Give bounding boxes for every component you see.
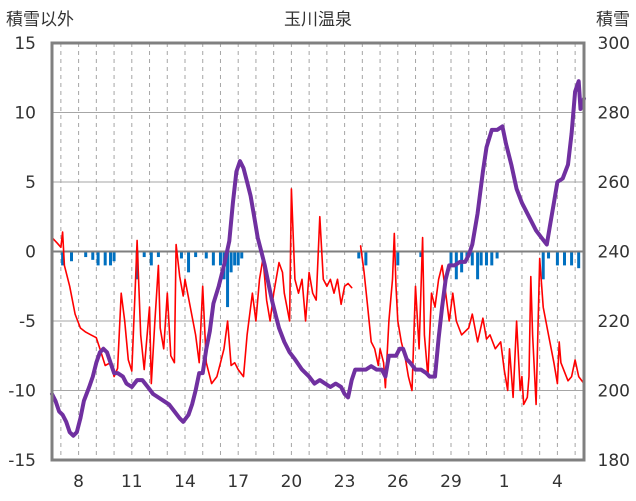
precipitation-bar: [211, 251, 215, 266]
x-tick-label: 29: [440, 472, 462, 492]
x-tick-label: 8: [73, 472, 84, 492]
series-lines: [50, 79, 586, 438]
precipitation-bar: [142, 251, 146, 258]
precipitation-bar: [70, 251, 74, 262]
precipitation-bar: [484, 251, 488, 266]
y-tick-label-right: 300: [598, 34, 630, 54]
precipitation-bar: [226, 251, 230, 308]
y-tick-label-left: 10: [14, 104, 36, 124]
x-tick-label: 1: [499, 472, 510, 492]
x-tick-label: 17: [227, 472, 249, 492]
precipitation-bar: [61, 251, 65, 266]
precipitation-bar: [495, 251, 499, 259]
x-tick-label: 26: [387, 472, 409, 492]
precipitation-bar: [547, 251, 551, 259]
x-tick-label: 23: [334, 472, 356, 492]
y-tick-label-left: 0: [25, 243, 36, 263]
precipitation-bar: [479, 251, 483, 266]
precipitation-bar: [112, 251, 116, 262]
y-tick-label-right: 240: [598, 243, 630, 263]
y-tick-label-right: 220: [598, 312, 630, 332]
precipitation-bar: [562, 251, 566, 266]
precipitation-bar: [541, 251, 545, 280]
y-tick-label-left: -10: [8, 382, 36, 402]
y-tick-label-right: 200: [598, 382, 630, 402]
precipitation-bar: [449, 251, 453, 266]
precipitation-bar: [490, 251, 494, 266]
x-tick-label: 4: [552, 472, 563, 492]
y-tick-label-left: -5: [19, 312, 36, 332]
y-tick-label-left: 5: [25, 173, 36, 193]
precipitation-bar: [364, 251, 368, 266]
precipitation-bar: [109, 251, 113, 266]
y-tick-label-right: 280: [598, 104, 630, 124]
x-tick-label: 14: [174, 472, 196, 492]
precipitation-bar: [179, 251, 183, 259]
y-tick-label-right: 260: [598, 173, 630, 193]
precipitation-bar: [396, 251, 400, 266]
x-tick-label: 11: [121, 472, 143, 492]
precipitation-bar: [149, 251, 153, 266]
x-tick-label: 20: [281, 472, 303, 492]
precipitation-bar: [240, 251, 244, 259]
precipitation-bar: [156, 251, 160, 258]
precipitation-bar: [570, 251, 574, 266]
temperature-line: [51, 188, 353, 385]
y-tick-label-right: 180: [598, 451, 630, 471]
y-axis-label-right: 積雪: [596, 10, 630, 30]
precipitation-bar: [135, 251, 139, 280]
precipitation-bar: [419, 251, 423, 258]
y-tick-label-left: -15: [8, 451, 36, 471]
precipitation-bar: [555, 251, 559, 266]
precipitation-bar: [218, 251, 222, 266]
precipitation-bar: [91, 251, 95, 260]
precipitation-bar: [470, 251, 474, 266]
y-tick-label-left: 15: [14, 34, 36, 54]
precipitation-bar: [84, 251, 88, 258]
precipitation-bar: [96, 251, 100, 266]
temperature-line: [359, 232, 585, 406]
precipitation-bar: [357, 251, 361, 259]
precipitation-bar: [103, 251, 107, 266]
precipitation-bar: [187, 251, 191, 273]
plot-frame: [50, 41, 586, 462]
precipitation-bar: [577, 251, 581, 269]
precipitation-bar: [204, 251, 208, 259]
precipitation-bar: [233, 251, 237, 266]
chart-title: 玉川温泉: [284, 10, 352, 30]
y-axis-label-left: 積雪以外: [6, 10, 74, 30]
precipitation-bar: [236, 251, 240, 266]
snow-depth-line: [50, 79, 586, 438]
precipitation-bar: [194, 251, 198, 258]
precipitation-bar: [229, 251, 233, 273]
precipitation-bar: [476, 251, 480, 280]
